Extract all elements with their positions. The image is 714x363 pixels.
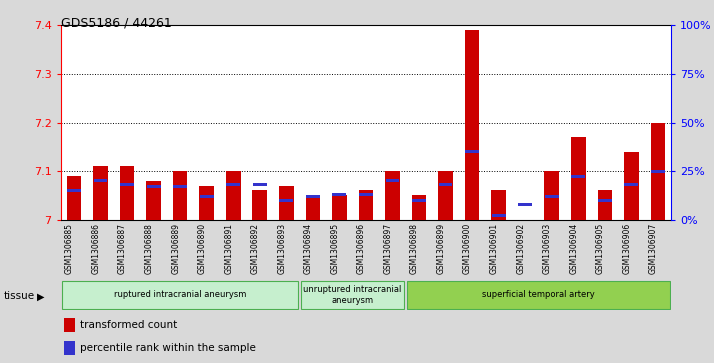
Text: GSM1306905: GSM1306905 (595, 223, 605, 274)
Bar (173, 171, 188, 220)
Text: GSM1306887: GSM1306887 (118, 223, 127, 274)
Bar (651, 170, 665, 172)
Bar (358, 191, 373, 220)
Bar (94, 179, 107, 182)
Text: GSM1306896: GSM1306896 (357, 223, 366, 274)
Bar (226, 183, 240, 186)
Bar (598, 199, 612, 202)
Text: GSM1306892: GSM1306892 (251, 223, 260, 274)
Bar (438, 183, 453, 186)
Bar (465, 30, 479, 220)
Bar (146, 181, 161, 220)
Text: transformed count: transformed count (80, 320, 178, 330)
Bar (279, 185, 293, 220)
Bar (200, 195, 213, 198)
Bar (253, 191, 267, 220)
Bar (518, 203, 532, 205)
Bar (386, 179, 399, 182)
Bar (650, 123, 665, 220)
Text: GSM1306907: GSM1306907 (649, 223, 658, 274)
Bar (412, 195, 426, 220)
Bar (571, 175, 585, 178)
Bar (545, 195, 558, 198)
Bar (332, 195, 347, 220)
Bar (438, 171, 453, 220)
Bar (64, 318, 75, 332)
Bar (174, 185, 187, 188)
Text: GSM1306895: GSM1306895 (331, 223, 339, 274)
Text: GSM1306903: GSM1306903 (543, 223, 552, 274)
Bar (491, 191, 506, 220)
Bar (226, 171, 241, 220)
Text: GSM1306904: GSM1306904 (569, 223, 578, 274)
Bar (625, 183, 638, 186)
Bar (544, 171, 559, 220)
FancyBboxPatch shape (407, 281, 670, 309)
Bar (306, 195, 320, 198)
Text: tissue: tissue (4, 291, 35, 301)
Bar (571, 137, 585, 220)
Text: GSM1306888: GSM1306888 (145, 223, 154, 274)
Bar (67, 189, 81, 192)
Text: GSM1306890: GSM1306890 (198, 223, 206, 274)
Bar (199, 185, 214, 220)
Bar (624, 152, 638, 220)
Text: GSM1306902: GSM1306902 (516, 223, 526, 274)
Bar (333, 193, 346, 196)
Bar (306, 195, 320, 220)
Bar (465, 150, 479, 153)
Text: percentile rank within the sample: percentile rank within the sample (80, 343, 256, 353)
Bar (66, 176, 81, 220)
Text: ruptured intracranial aneurysm: ruptured intracranial aneurysm (114, 290, 246, 299)
Text: GSM1306891: GSM1306891 (224, 223, 233, 274)
Text: GSM1306901: GSM1306901 (490, 223, 498, 274)
Bar (94, 166, 108, 220)
Text: GSM1306889: GSM1306889 (171, 223, 180, 274)
Bar (253, 183, 267, 186)
Bar (598, 191, 612, 220)
Bar (359, 193, 373, 196)
Text: superficial temporal artery: superficial temporal artery (482, 290, 595, 299)
Text: GSM1306886: GSM1306886 (91, 223, 101, 274)
Text: GSM1306898: GSM1306898 (410, 223, 419, 274)
Text: GSM1306885: GSM1306885 (65, 223, 74, 274)
Bar (279, 199, 293, 202)
FancyBboxPatch shape (301, 281, 404, 309)
Text: GSM1306899: GSM1306899 (436, 223, 446, 274)
Text: GSM1306897: GSM1306897 (383, 223, 393, 274)
Text: GSM1306893: GSM1306893 (277, 223, 286, 274)
Text: GSM1306894: GSM1306894 (304, 223, 313, 274)
Text: unruptured intracranial
aneurysm: unruptured intracranial aneurysm (303, 285, 402, 305)
Bar (64, 341, 75, 355)
Text: GDS5186 / 44261: GDS5186 / 44261 (61, 16, 171, 29)
Text: GSM1306900: GSM1306900 (463, 223, 472, 274)
Text: GSM1306906: GSM1306906 (623, 223, 631, 274)
FancyBboxPatch shape (62, 281, 298, 309)
Bar (120, 166, 134, 220)
Bar (146, 185, 161, 188)
Bar (385, 171, 400, 220)
Text: ▶: ▶ (37, 291, 45, 302)
Bar (412, 199, 426, 202)
Bar (120, 183, 134, 186)
Bar (492, 214, 506, 217)
